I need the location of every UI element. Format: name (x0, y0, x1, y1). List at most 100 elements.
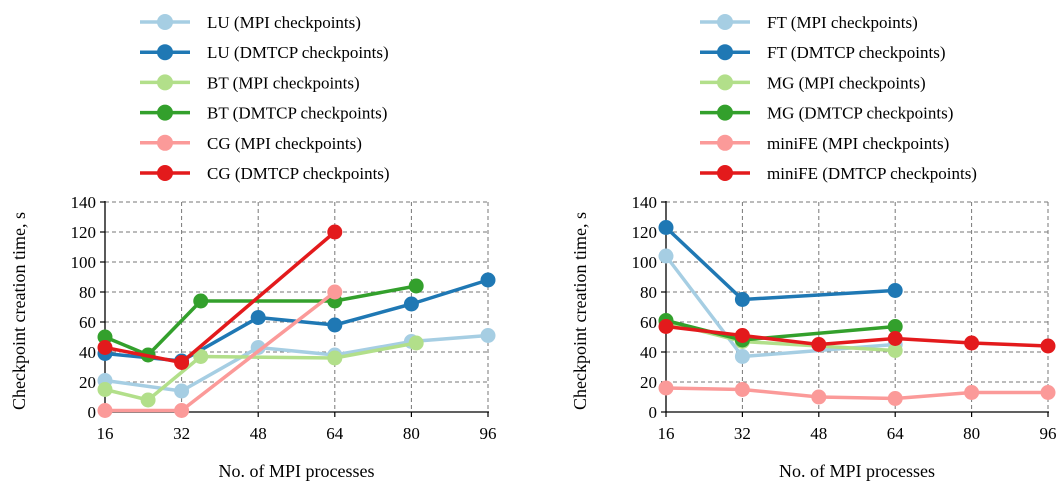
legend-item: FT (MPI checkpoints) (700, 13, 918, 32)
y-tick-label: 0 (649, 403, 658, 422)
legend-item: LU (MPI checkpoints) (140, 13, 361, 32)
x-tick-label: 48 (810, 424, 827, 443)
data-point (193, 349, 209, 364)
chart-2: 0 20 40 60 80 100 120 140 16 32 48 64 80 96 No. of MPI… (570, 13, 1057, 481)
legend-swatch-marker (717, 14, 733, 30)
data-point (250, 340, 266, 355)
x-tick-label: 80 (403, 424, 420, 443)
data-point (193, 293, 209, 309)
series-5 (97, 284, 343, 418)
grid (665, 201, 1049, 413)
series-2 (658, 220, 903, 307)
series-6 (658, 319, 1056, 354)
data-point (1040, 385, 1056, 400)
data-point (140, 392, 156, 408)
x-tick-label: 80 (963, 424, 980, 443)
legend-swatch-marker (157, 134, 173, 151)
y-axis-title: Checkpoint creation time, s (570, 212, 590, 410)
x-axis-title: No. of MPI processes (779, 461, 935, 481)
legend-item: CG (MPI checkpoints) (140, 134, 362, 153)
legend-swatch-marker (717, 74, 733, 91)
data-point (887, 319, 903, 334)
data-point (1040, 338, 1056, 354)
series-1 (658, 248, 903, 364)
y-tick-label: 0 (88, 403, 97, 422)
y-tick-label: 80 (79, 283, 96, 302)
data-point (480, 272, 496, 288)
y-tick-label: 20 (79, 373, 96, 392)
data-point (327, 350, 343, 366)
x-tick-label: 96 (1040, 424, 1057, 443)
data-point (97, 403, 113, 418)
legend-item: FT (DMTCP checkpoints) (700, 43, 946, 62)
legend-item: LU (DMTCP checkpoints) (140, 43, 389, 62)
y-tick-label: 100 (632, 253, 658, 272)
legend-swatch-marker (157, 74, 173, 91)
legend-swatch-marker (157, 14, 173, 30)
x-tick-label: 16 (658, 424, 675, 443)
data-point (403, 296, 419, 312)
series-5 (658, 380, 1056, 406)
x-tick-label: 32 (173, 424, 190, 443)
data-point (734, 292, 750, 307)
series-6 (97, 224, 343, 370)
y-tick-label: 20 (640, 373, 657, 392)
data-point (408, 278, 424, 294)
data-point (174, 403, 190, 418)
y-tick-label: 40 (640, 343, 657, 362)
legend-item: miniFE (MPI checkpoints) (700, 134, 949, 153)
legend-label: MG (MPI checkpoints) (767, 73, 926, 92)
data-point (811, 337, 827, 352)
legend-item: BT (MPI checkpoints) (140, 73, 360, 92)
data-point (887, 331, 903, 346)
series-3 (97, 335, 424, 408)
legend-label: LU (DMTCP checkpoints) (207, 43, 389, 62)
data-point (887, 391, 903, 406)
data-point (174, 355, 190, 370)
data-point (327, 224, 343, 240)
data-point (250, 310, 266, 325)
series-line (664, 226, 896, 302)
y-tick-label: 100 (71, 253, 97, 272)
legend-label: LU (MPI checkpoints) (207, 13, 361, 32)
data-point (887, 343, 903, 358)
legend-swatch-marker (717, 134, 733, 151)
legend-item: CG (DMTCP checkpoints) (140, 164, 390, 183)
legend-swatch-marker (717, 165, 733, 181)
y-tick-label: 60 (640, 313, 657, 332)
data-point (734, 328, 750, 343)
x-tick-label: 96 (480, 424, 497, 443)
y-tick-label: 120 (632, 223, 658, 242)
data-point (734, 382, 750, 397)
legend-item: MG (DMTCP checkpoints) (700, 104, 953, 123)
data-point (811, 389, 827, 405)
legend-label: miniFE (MPI checkpoints) (767, 134, 949, 153)
series-1 (97, 328, 496, 399)
data-point (174, 383, 190, 399)
x-tick-label: 32 (734, 424, 751, 443)
data-point (97, 382, 113, 397)
y-tick-label: 80 (640, 283, 657, 302)
x-tick-label: 64 (326, 424, 344, 443)
legend-item: MG (MPI checkpoints) (700, 73, 926, 92)
y-tick-label: 40 (79, 343, 96, 362)
series-line (104, 333, 489, 393)
legend: FT (MPI checkpoints) FT (DMTCP checkpoint… (700, 13, 977, 183)
legend-item: miniFE (DMTCP checkpoints) (700, 164, 977, 183)
data-point (658, 220, 674, 235)
legend: LU (MPI checkpoints) LU (DMTCP checkpoint… (140, 13, 390, 183)
data-point (658, 380, 674, 396)
y-tick-label: 140 (632, 193, 658, 212)
legend-swatch-marker (157, 104, 173, 121)
legend-label: BT (DMTCP checkpoints) (207, 104, 387, 123)
legend-swatch-marker (157, 44, 173, 61)
data-point (480, 328, 496, 343)
x-axis-title: No. of MPI processes (219, 461, 375, 481)
data-point (408, 335, 424, 351)
y-tick-label: 140 (71, 193, 97, 212)
data-point (887, 283, 903, 298)
legend-label: MG (DMTCP checkpoints) (767, 104, 953, 123)
data-point (97, 340, 113, 355)
legend-label: miniFE (DMTCP checkpoints) (767, 164, 977, 183)
